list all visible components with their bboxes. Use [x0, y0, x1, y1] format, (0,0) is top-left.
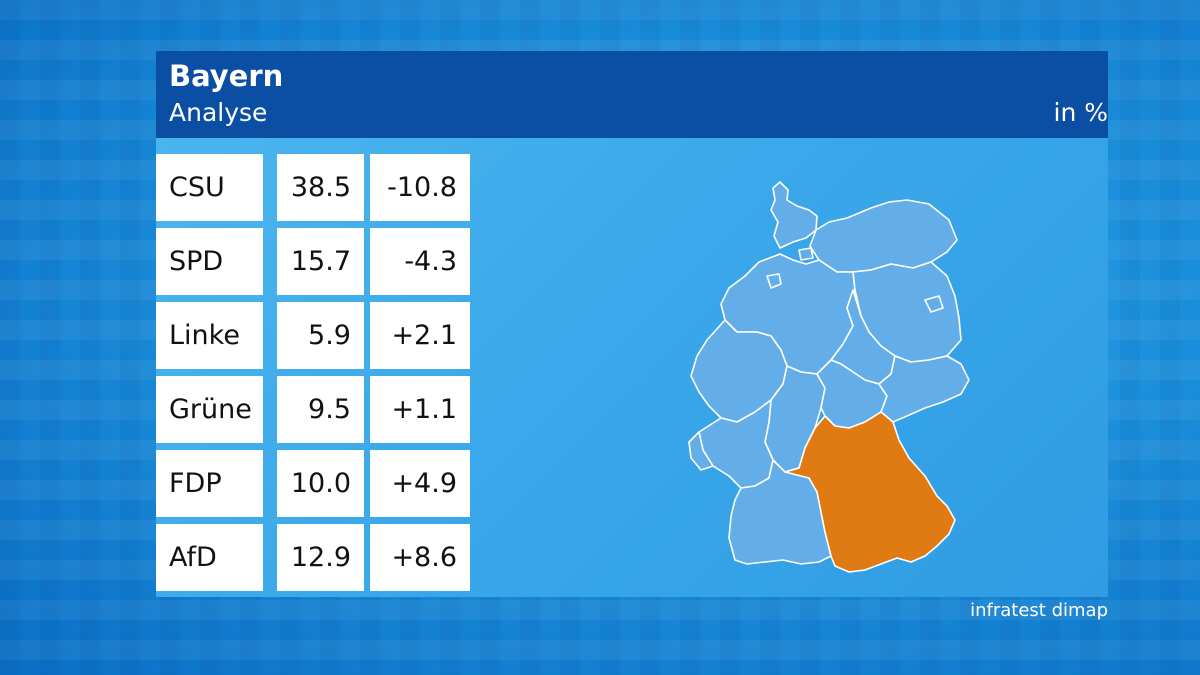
result-cell: 9.5 — [277, 376, 364, 443]
map-state-sachsen — [878, 355, 970, 423]
result-cell: 5.9 — [277, 302, 364, 369]
map-state-bayern — [784, 411, 956, 573]
unit-label: in % — [1053, 98, 1109, 127]
party-name-cell: Linke — [156, 302, 263, 369]
result-cell: 38.5 — [277, 154, 364, 221]
party-name-cell: AfD — [156, 524, 263, 591]
change-cell: -4.3 — [370, 228, 470, 295]
map-state-berlin — [924, 295, 944, 313]
party-name-cell: SPD — [156, 228, 263, 295]
change-cell: +4.9 — [370, 450, 470, 517]
change-cell: +8.6 — [370, 524, 470, 591]
map-state-saarland — [688, 431, 714, 471]
page-subtitle: Analyse — [169, 98, 268, 127]
party-name-cell: Grüne — [156, 376, 263, 443]
map-state-mecklenburg-vorpommern — [809, 199, 958, 273]
result-cell: 15.7 — [277, 228, 364, 295]
map-state-schleswig-holstein — [770, 181, 818, 249]
party-name-cell: FDP — [156, 450, 263, 517]
germany-map — [688, 181, 970, 573]
page-title: Bayern — [169, 59, 284, 93]
map-state-bremen — [766, 273, 782, 289]
change-cell: +2.1 — [370, 302, 470, 369]
source-credit: infratest dimap — [970, 600, 1108, 621]
change-cell: +1.1 — [370, 376, 470, 443]
header-bar: Bayern Analyse in % — [156, 51, 1108, 138]
party-name-cell: CSU — [156, 154, 263, 221]
map-state-hamburg — [798, 247, 814, 261]
content-panel: CSU 38.5 -10.8 SPD 15.7 -4.3 Linke 5.9 +2.1 Grüne… — [156, 138, 1108, 597]
result-cell: 10.0 — [277, 450, 364, 517]
change-cell: -10.8 — [370, 154, 470, 221]
result-cell: 12.9 — [277, 524, 364, 591]
